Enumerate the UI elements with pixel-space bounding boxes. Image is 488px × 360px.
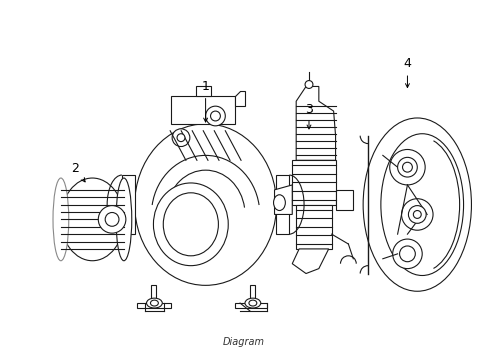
Text: 4: 4 — [403, 57, 410, 87]
Polygon shape — [137, 285, 171, 308]
Ellipse shape — [401, 199, 432, 230]
Polygon shape — [292, 160, 335, 204]
Ellipse shape — [305, 81, 312, 89]
Ellipse shape — [150, 300, 158, 306]
Ellipse shape — [153, 183, 228, 266]
Ellipse shape — [135, 124, 276, 285]
Polygon shape — [296, 86, 335, 160]
Ellipse shape — [248, 300, 256, 306]
Text: 3: 3 — [305, 103, 312, 129]
Ellipse shape — [402, 162, 411, 172]
Ellipse shape — [98, 206, 125, 233]
Ellipse shape — [205, 106, 225, 126]
Ellipse shape — [105, 212, 119, 226]
Text: 1: 1 — [201, 80, 209, 122]
Ellipse shape — [363, 118, 470, 291]
Polygon shape — [276, 175, 289, 234]
Polygon shape — [274, 185, 292, 215]
Ellipse shape — [392, 239, 421, 269]
Ellipse shape — [172, 129, 189, 147]
Ellipse shape — [61, 178, 123, 261]
Ellipse shape — [407, 206, 425, 223]
Ellipse shape — [244, 298, 260, 308]
Ellipse shape — [389, 149, 424, 185]
Text: 2: 2 — [71, 162, 85, 182]
Ellipse shape — [399, 246, 414, 262]
Ellipse shape — [273, 195, 285, 211]
Ellipse shape — [380, 134, 463, 275]
Ellipse shape — [177, 134, 184, 141]
Polygon shape — [292, 249, 328, 274]
Ellipse shape — [412, 211, 420, 219]
Polygon shape — [296, 204, 331, 249]
Polygon shape — [335, 190, 352, 210]
Ellipse shape — [210, 111, 220, 121]
Ellipse shape — [116, 178, 131, 261]
Polygon shape — [195, 86, 210, 96]
Ellipse shape — [146, 298, 162, 308]
Ellipse shape — [53, 178, 69, 261]
Polygon shape — [235, 285, 266, 308]
Text: Diagram: Diagram — [223, 337, 264, 347]
Polygon shape — [235, 91, 244, 106]
Polygon shape — [122, 175, 135, 234]
Polygon shape — [171, 96, 235, 124]
Ellipse shape — [397, 157, 416, 177]
